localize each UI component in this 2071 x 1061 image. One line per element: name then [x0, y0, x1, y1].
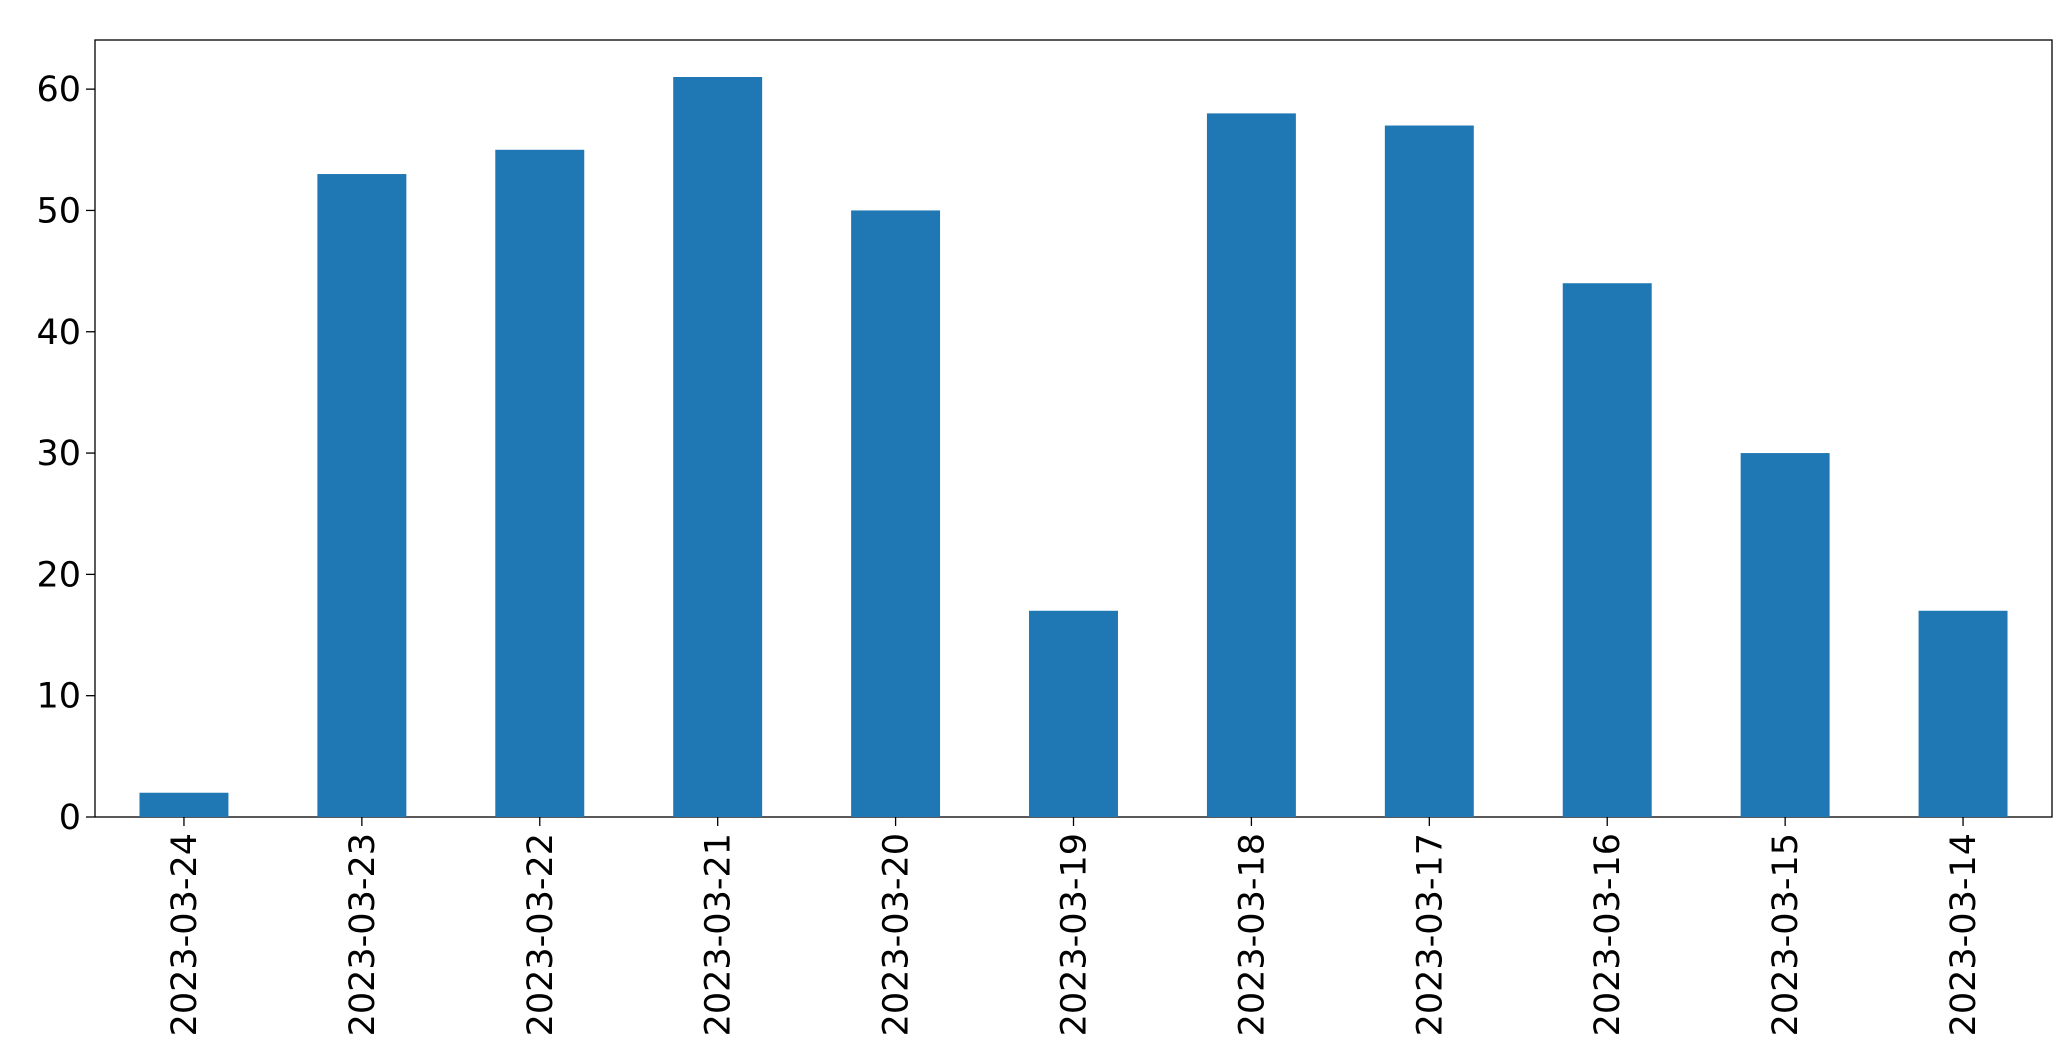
x-tick-label: 2023-03-18: [1232, 833, 1272, 1036]
x-tick-label: 2023-03-23: [343, 833, 383, 1036]
x-tick-label: 2023-03-19: [1055, 833, 1095, 1036]
bar: [1918, 610, 2008, 817]
x-tick-label: 2023-03-20: [877, 833, 917, 1036]
y-tick-label: 40: [36, 313, 81, 353]
x-tick-label: 2023-03-14: [1944, 833, 1984, 1036]
bar: [139, 792, 229, 817]
x-tick-label: 2023-03-17: [1410, 833, 1450, 1036]
bar: [673, 77, 763, 817]
y-tick-label: 30: [36, 434, 81, 474]
bar: [1206, 113, 1296, 818]
y-tick-label: 60: [36, 70, 81, 110]
y-tick-label: 10: [36, 677, 81, 717]
x-tick-label: 2023-03-24: [165, 833, 205, 1036]
x-tick-label: 2023-03-21: [699, 833, 739, 1036]
x-tick-label: 2023-03-16: [1588, 833, 1628, 1036]
bar: [851, 210, 941, 817]
x-tick-label: 2023-03-15: [1766, 833, 1806, 1036]
bar: [1740, 453, 1830, 817]
bar: [1384, 125, 1474, 817]
y-tick-label: 0: [59, 798, 81, 838]
y-tick-label: 20: [36, 555, 81, 595]
x-tick-label: 2023-03-22: [521, 833, 561, 1036]
bar: [1029, 610, 1118, 817]
bar: [495, 149, 585, 818]
y-tick-label: 50: [36, 191, 81, 231]
bar: [1562, 283, 1652, 818]
bar: [317, 174, 407, 817]
